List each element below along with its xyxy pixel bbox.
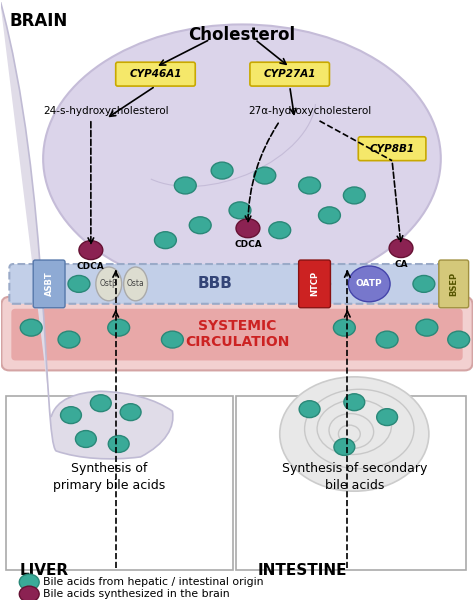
Text: NTCP: NTCP — [310, 272, 319, 296]
Text: Synthesis of secondary
bile acids: Synthesis of secondary bile acids — [282, 462, 427, 492]
Text: Bile acids synthesized in the brain: Bile acids synthesized in the brain — [43, 589, 230, 599]
Text: CDCA: CDCA — [77, 262, 105, 271]
Text: Cholesterol: Cholesterol — [188, 26, 295, 45]
FancyBboxPatch shape — [358, 137, 426, 161]
Text: CYP46A1: CYP46A1 — [129, 69, 182, 79]
Text: LIVER: LIVER — [19, 563, 68, 579]
Ellipse shape — [120, 404, 141, 421]
Text: ASBT: ASBT — [45, 272, 54, 296]
Ellipse shape — [20, 319, 42, 336]
Ellipse shape — [75, 430, 96, 447]
Ellipse shape — [91, 395, 111, 412]
Text: OATP: OATP — [356, 279, 383, 288]
Ellipse shape — [58, 331, 80, 348]
FancyBboxPatch shape — [1, 297, 473, 370]
Ellipse shape — [108, 319, 129, 336]
Ellipse shape — [389, 238, 413, 258]
Ellipse shape — [96, 267, 122, 301]
Ellipse shape — [269, 222, 291, 238]
Ellipse shape — [108, 435, 129, 453]
Text: CA: CA — [394, 260, 408, 269]
Text: Bile acids from hepatic / intestinal origin: Bile acids from hepatic / intestinal ori… — [43, 577, 264, 587]
Ellipse shape — [343, 187, 365, 204]
FancyBboxPatch shape — [11, 309, 463, 361]
Ellipse shape — [68, 276, 90, 293]
Text: 27α-hydroxycholesterol: 27α-hydroxycholesterol — [248, 106, 371, 116]
Ellipse shape — [377, 409, 398, 426]
Ellipse shape — [211, 162, 233, 179]
Ellipse shape — [174, 177, 196, 194]
Ellipse shape — [413, 276, 435, 293]
Text: Ostβ: Ostβ — [100, 279, 118, 288]
FancyBboxPatch shape — [299, 260, 330, 308]
FancyBboxPatch shape — [33, 260, 65, 308]
Ellipse shape — [319, 207, 340, 224]
Ellipse shape — [280, 377, 429, 491]
PathPatch shape — [0, 391, 173, 602]
Text: CYP27A1: CYP27A1 — [264, 69, 316, 79]
Ellipse shape — [229, 202, 251, 219]
FancyBboxPatch shape — [250, 62, 329, 86]
Ellipse shape — [299, 401, 320, 418]
Text: CYP8B1: CYP8B1 — [370, 144, 415, 154]
FancyBboxPatch shape — [439, 260, 469, 308]
FancyBboxPatch shape — [6, 396, 233, 570]
Ellipse shape — [299, 177, 320, 194]
Text: BSEP: BSEP — [449, 272, 458, 296]
Text: Synthesis of
primary bile acids: Synthesis of primary bile acids — [53, 462, 165, 492]
Ellipse shape — [19, 586, 39, 602]
Text: Osta: Osta — [127, 279, 145, 288]
Ellipse shape — [334, 438, 355, 455]
FancyBboxPatch shape — [116, 62, 195, 86]
Ellipse shape — [254, 167, 276, 184]
Ellipse shape — [155, 232, 176, 249]
Ellipse shape — [162, 331, 183, 348]
Ellipse shape — [309, 276, 330, 293]
Ellipse shape — [124, 267, 147, 301]
Ellipse shape — [19, 574, 39, 590]
Ellipse shape — [344, 394, 365, 411]
Ellipse shape — [189, 217, 211, 234]
Text: 24-s-hydroxycholesterol: 24-s-hydroxycholesterol — [43, 106, 169, 116]
Text: SYSTEMIC
CIRCULATION: SYSTEMIC CIRCULATION — [185, 318, 289, 349]
Ellipse shape — [79, 241, 103, 259]
Ellipse shape — [348, 266, 390, 302]
Text: INTESTINE: INTESTINE — [258, 563, 347, 579]
FancyBboxPatch shape — [236, 396, 465, 570]
Ellipse shape — [416, 319, 438, 336]
Ellipse shape — [236, 219, 260, 238]
Ellipse shape — [333, 319, 356, 336]
Text: BBB: BBB — [198, 276, 233, 291]
Text: CDCA: CDCA — [234, 240, 262, 249]
Ellipse shape — [448, 331, 470, 348]
Text: BRAIN: BRAIN — [9, 11, 68, 29]
Ellipse shape — [43, 25, 441, 293]
FancyBboxPatch shape — [9, 264, 465, 304]
Ellipse shape — [376, 331, 398, 348]
Ellipse shape — [61, 407, 82, 424]
